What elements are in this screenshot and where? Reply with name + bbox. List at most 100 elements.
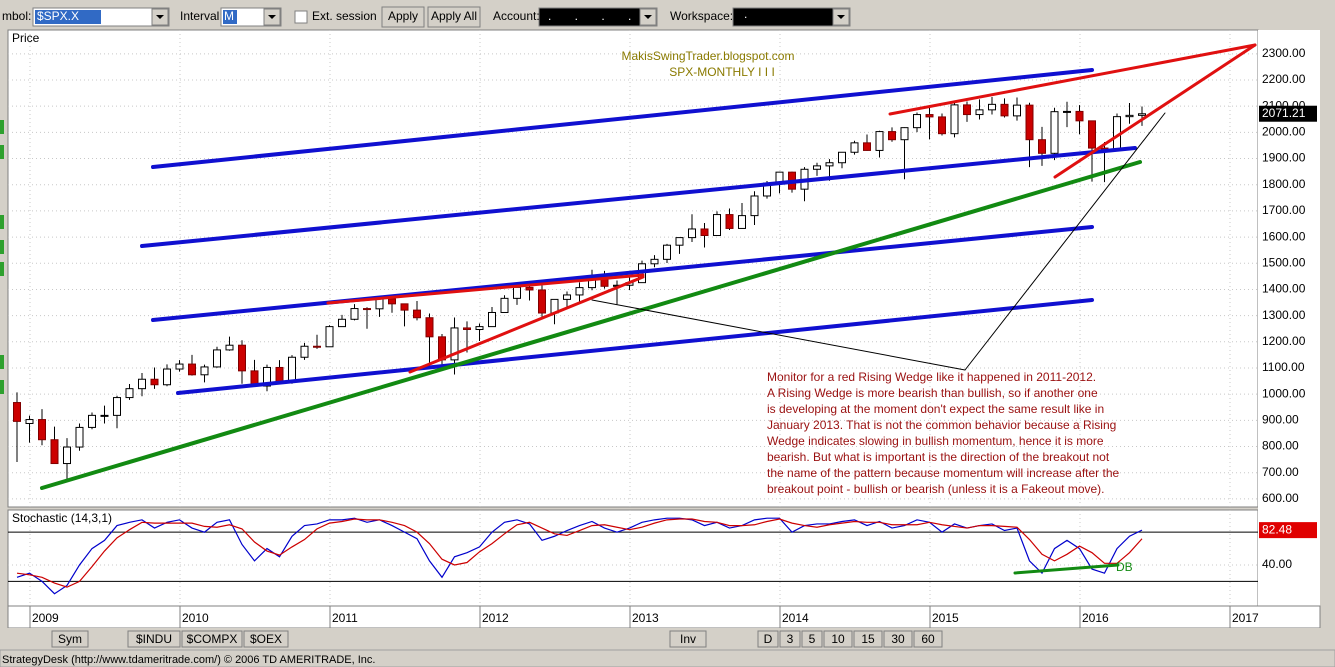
workspace-box[interactable] <box>732 7 851 27</box>
y-tick-label: 1200.00 <box>1262 334 1306 348</box>
workspace-label: Workspace: <box>670 9 733 23</box>
tab[interactable] <box>801 630 823 648</box>
note-line: is developing at the moment don't expect… <box>767 402 1104 416</box>
candle-body <box>63 446 71 465</box>
candle-body <box>450 327 459 361</box>
y-tick-label: 1700.00 <box>1262 203 1306 217</box>
y-tick-label: 1100.00 <box>1262 360 1305 374</box>
arrow <box>644 15 652 19</box>
candle-body <box>288 356 296 382</box>
y-tick-label: 1400.00 <box>1262 282 1306 296</box>
candle-body <box>1063 110 1071 113</box>
right-scrollbar[interactable] <box>1320 30 1335 628</box>
channel-line <box>151 68 1094 169</box>
annotation: SPX-MONTHLY I I I <box>669 65 775 79</box>
arrow <box>268 15 276 19</box>
right-axis <box>1258 30 1320 606</box>
y-tick-label: 40.00 <box>1262 557 1292 571</box>
candle-body <box>1013 104 1021 117</box>
candle-body <box>175 363 184 370</box>
tab[interactable] <box>853 630 883 648</box>
channel-line <box>151 225 1094 322</box>
pointer-line <box>964 112 1166 371</box>
candle-body <box>925 114 934 118</box>
candle-body <box>713 214 721 237</box>
account-label: Account: <box>493 9 540 23</box>
candle-body <box>963 104 971 116</box>
tab[interactable] <box>127 630 181 648</box>
tab[interactable] <box>779 630 801 648</box>
panel-title: Stochastic (14,3,1) <box>12 511 112 525</box>
note-line: the name of the pattern because momentum… <box>767 466 1120 480</box>
tab[interactable] <box>669 630 707 648</box>
candle-body <box>725 214 734 229</box>
price-panel <box>7 29 1259 508</box>
candle-body <box>113 397 121 416</box>
interval-value: M <box>224 9 234 23</box>
x-tick-label: 2013 <box>632 611 659 625</box>
candle-body <box>1138 113 1146 116</box>
candle-body <box>150 378 159 386</box>
candle-body <box>88 414 96 428</box>
note-line: bearish. But what is important is the di… <box>767 450 1110 464</box>
candle-body <box>913 114 921 129</box>
stochastic-line <box>16 518 1143 588</box>
divergence-line <box>1013 563 1120 575</box>
x-tick-label: 2014 <box>782 611 809 625</box>
x-tick-label: 2010 <box>182 611 209 625</box>
candle-body <box>400 303 409 311</box>
y-tick-label: 2200.00 <box>1262 72 1306 86</box>
candle-body <box>413 309 421 319</box>
symbol-label: mbol: <box>2 9 31 23</box>
tab-label: 60 <box>921 632 935 646</box>
tab-label: D <box>764 632 773 646</box>
tab-label: Inv <box>680 632 696 646</box>
candle-body <box>825 162 834 167</box>
checkbox[interactable] <box>294 10 308 24</box>
tab[interactable] <box>883 630 913 648</box>
tab-label: 15 <box>861 632 875 646</box>
side-icons <box>0 120 4 394</box>
candle-body <box>675 237 684 246</box>
tab[interactable] <box>51 630 89 648</box>
last-value-label: 82.48 <box>1262 522 1292 536</box>
candle-body <box>1088 120 1096 149</box>
tab-label: 10 <box>831 632 845 646</box>
candle-body <box>50 439 59 465</box>
annotation: MakisSwingTrader.blogspot.com <box>622 49 795 63</box>
tab[interactable] <box>243 630 289 648</box>
last-price-label: 2071.21 <box>1262 106 1306 120</box>
candle-body <box>1050 111 1059 154</box>
apply-all-button[interactable] <box>427 6 481 28</box>
apply-button[interactable] <box>381 6 425 28</box>
note-line: A Rising Wedge is more bearish than bull… <box>767 386 1098 400</box>
candle-body <box>688 228 696 239</box>
tab[interactable] <box>823 630 853 648</box>
candle-body <box>650 258 659 265</box>
candle-body <box>163 368 171 386</box>
candle-body <box>388 298 396 305</box>
wedge-line <box>408 275 645 374</box>
candle-body <box>225 344 234 351</box>
candle-body <box>950 104 959 135</box>
wedge-line <box>888 43 1257 116</box>
tab-bar <box>0 628 1335 650</box>
symbol-value: $SPX.X <box>37 9 79 23</box>
x-tick-label: 2015 <box>932 611 959 625</box>
y-tick-label: 900.00 <box>1262 413 1299 427</box>
candle-body <box>1025 104 1034 141</box>
tab[interactable] <box>913 630 943 648</box>
left-strip <box>0 30 8 628</box>
tab[interactable] <box>757 630 779 648</box>
account-box[interactable] <box>538 7 658 27</box>
tab-label: 30 <box>891 632 905 646</box>
tab[interactable] <box>181 630 243 648</box>
y-tick-label: 1500.00 <box>1262 255 1306 269</box>
tab-label: 5 <box>809 632 816 646</box>
status-bar <box>0 649 1335 667</box>
trendlines <box>40 43 1257 575</box>
candle-body <box>363 308 371 311</box>
apply-all-text: Apply All <box>431 9 477 23</box>
candle-body <box>425 317 434 338</box>
